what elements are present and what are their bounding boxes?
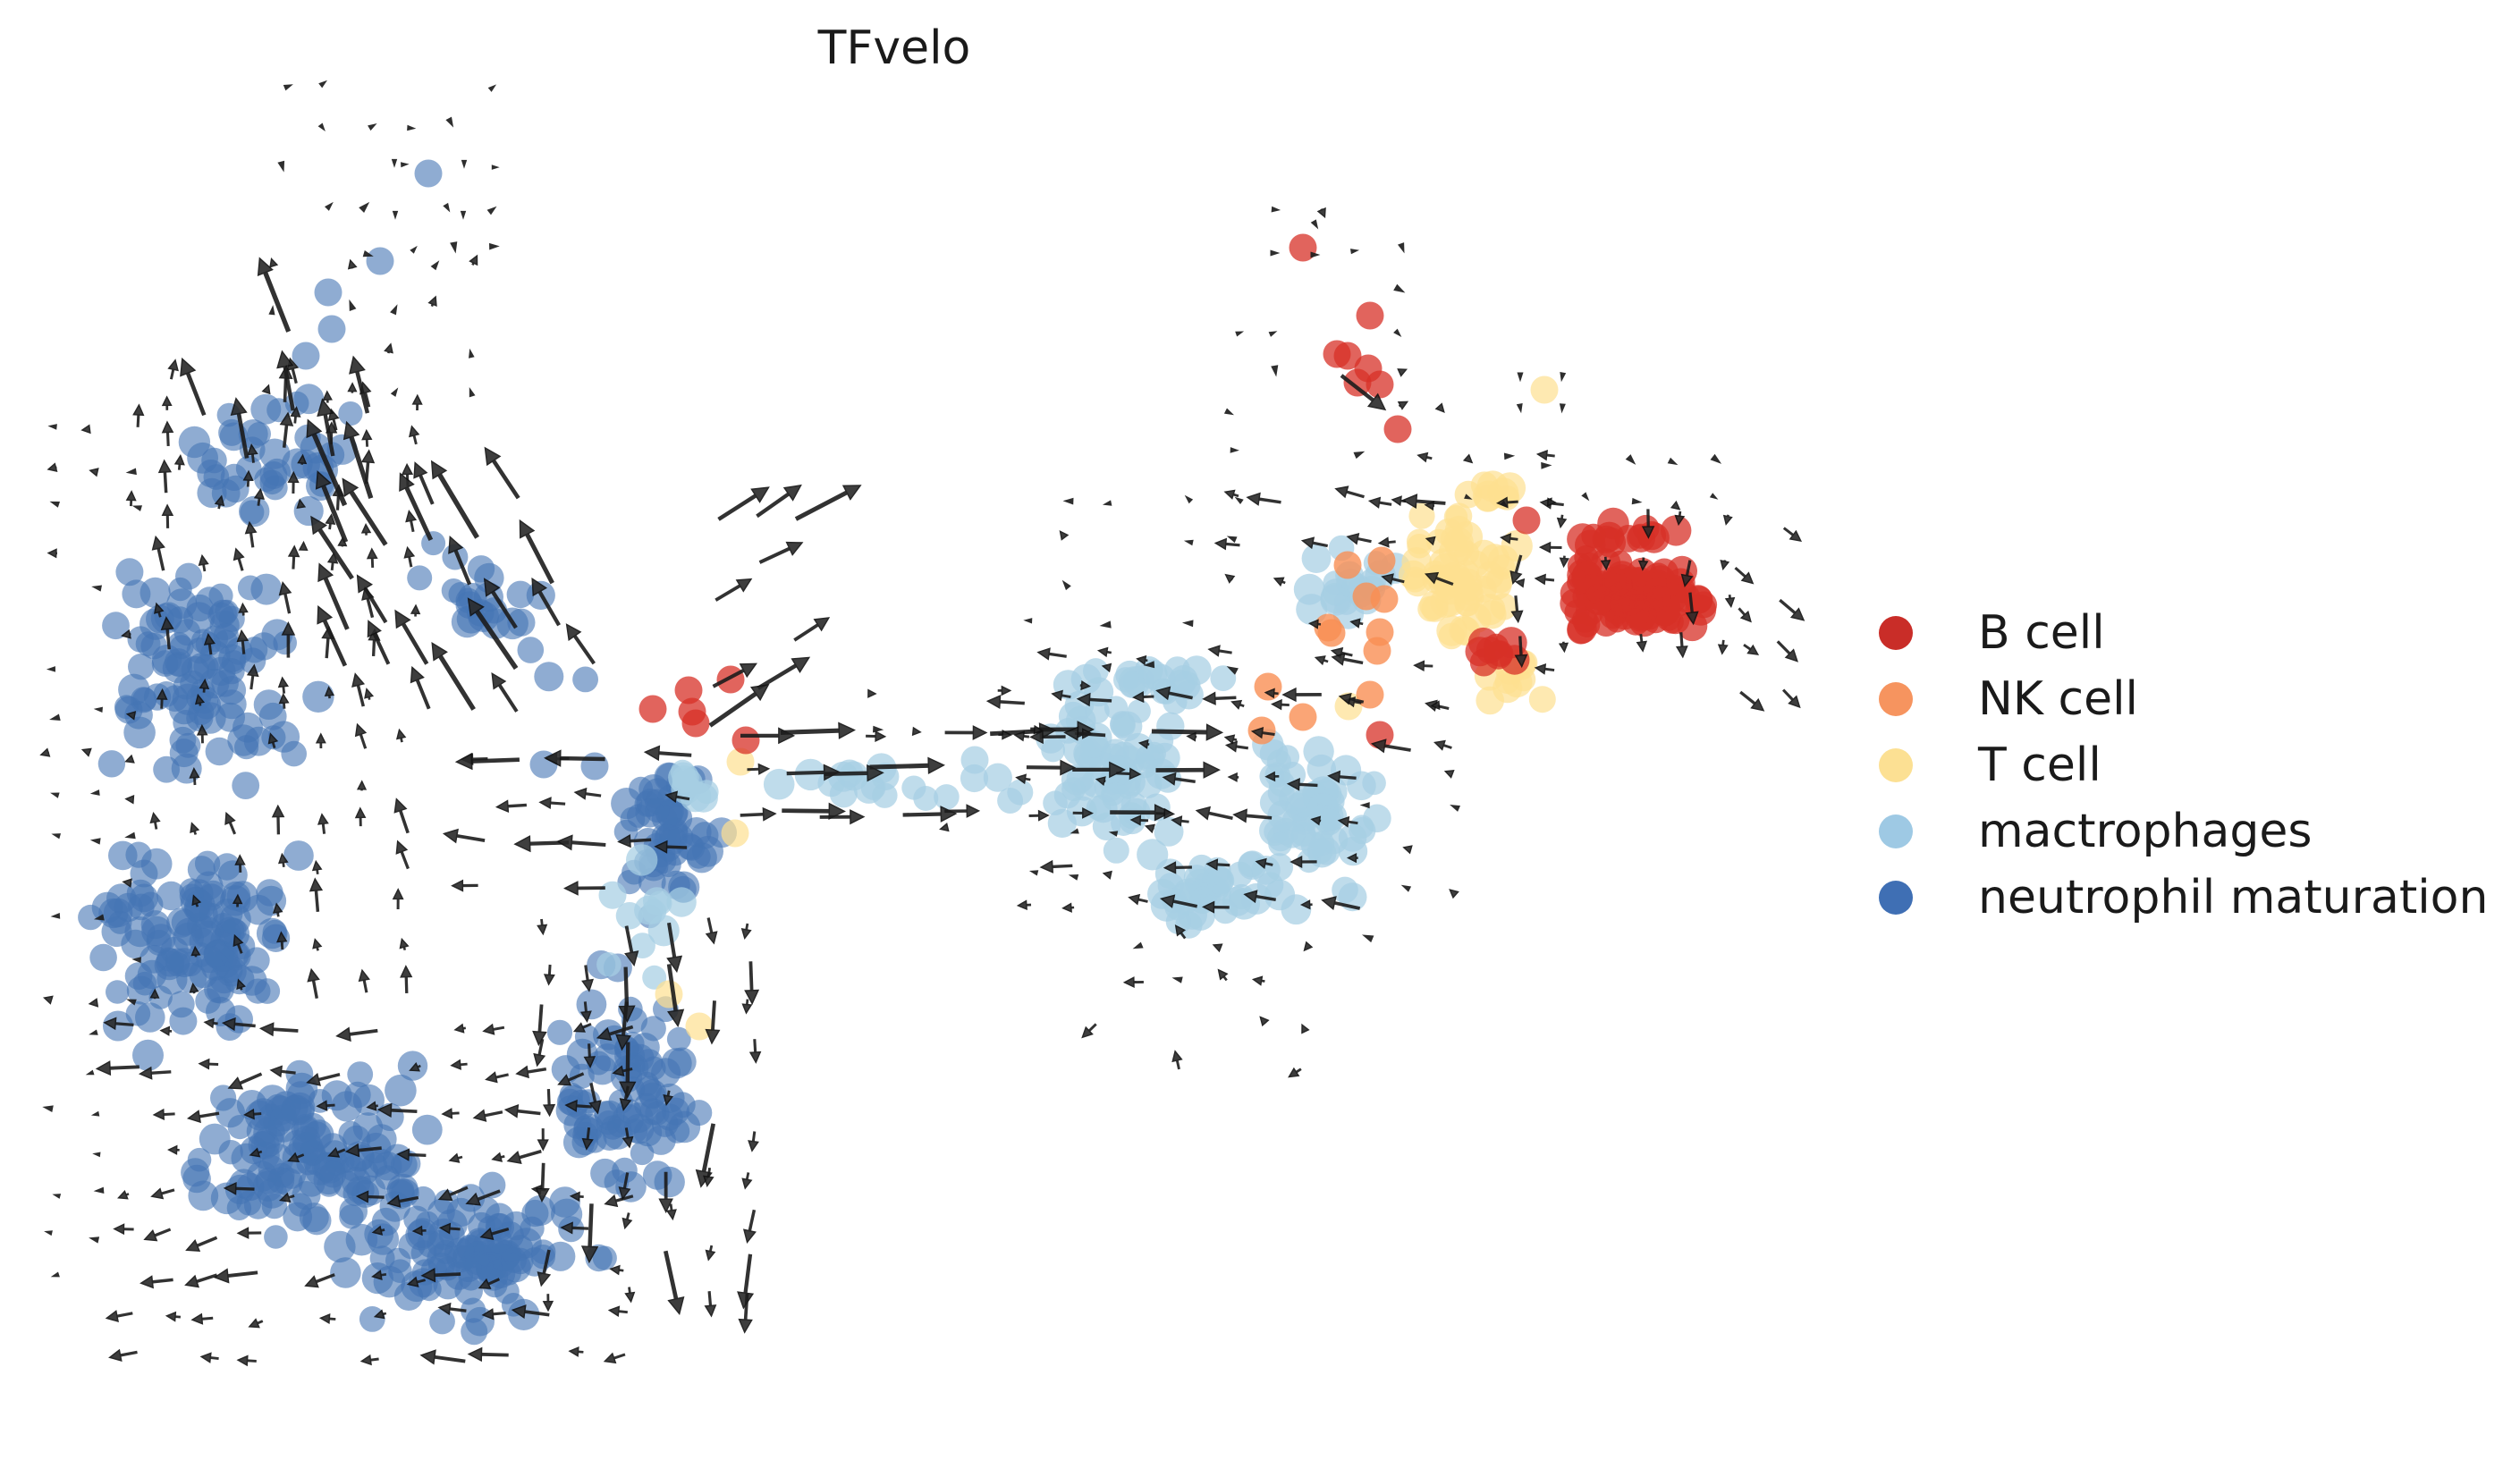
points-macro (596, 535, 1411, 990)
b-cell-marker-icon (1879, 616, 1913, 650)
legend: B cell NK cell T cell mactrophages neutr… (1879, 600, 2488, 931)
chart-title: TFvelo (817, 21, 971, 75)
points-neutro (78, 159, 737, 1346)
legend-label: B cell (1978, 606, 2105, 660)
legend-item-neutrophil-maturation: neutrophil maturation (1879, 865, 2488, 931)
legend-label: NK cell (1978, 672, 2139, 726)
neutrophil-maturation-marker-icon (1879, 881, 1913, 915)
t-cell-marker-icon (1879, 748, 1913, 782)
legend-item-nk-cell: NK cell (1879, 666, 2488, 732)
legend-item-b-cell: B cell (1879, 600, 2488, 666)
legend-label: mactrophages (1978, 805, 2313, 858)
velocity-arrows (39, 80, 1805, 1367)
points-tcell (655, 376, 1559, 1041)
nk-cell-marker-icon (1879, 682, 1913, 716)
legend-label: neutrophil maturation (1978, 871, 2489, 924)
mactrophages-marker-icon (1879, 814, 1913, 848)
legend-label: T cell (1978, 738, 2101, 792)
legend-item-t-cell: T cell (1879, 732, 2488, 798)
points-bcell (638, 233, 1718, 755)
legend-item-mactrophages: mactrophages (1879, 798, 2488, 865)
